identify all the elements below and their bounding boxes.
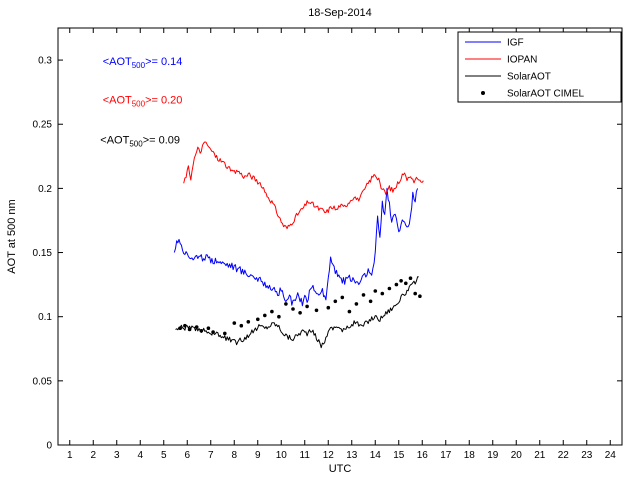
data-point <box>368 299 373 304</box>
series-igf <box>173 187 419 307</box>
legend-item-solaraot-cimel: SolarAOT CIMEL <box>481 89 584 100</box>
x-tick-label: 20 <box>511 450 523 461</box>
data-point <box>291 307 295 311</box>
data-point <box>333 299 338 304</box>
x-tick-label: 14 <box>370 450 382 461</box>
legend-item-label: IOPAN <box>507 55 537 66</box>
y-axis: 0 0.05 0.1 0.15 0.2 0.25 0.3 <box>33 56 622 452</box>
data-point <box>418 294 422 299</box>
x-tick-label: 3 <box>114 450 120 461</box>
data-point <box>399 279 403 283</box>
chart-title: 18-Sep-2014 <box>308 7 372 19</box>
data-point <box>361 293 366 297</box>
data-point <box>298 311 302 315</box>
x-tick-label: 12 <box>323 450 335 461</box>
data-point <box>314 308 319 313</box>
x-tick-label: 7 <box>208 450 214 461</box>
x-tick-label: 18 <box>464 450 476 461</box>
data-point <box>404 281 408 286</box>
data-point <box>206 326 211 331</box>
y-axis-label: AOT at 500 nm <box>6 199 18 273</box>
x-tick-label: 2 <box>90 450 96 461</box>
data-point <box>211 330 215 334</box>
data-point <box>187 327 192 332</box>
y-tick-label: 0.3 <box>38 56 52 67</box>
annotation-iopan-mean: <AOT500>= 0.20 <box>103 95 183 109</box>
data-point <box>239 323 244 328</box>
data-point <box>232 321 237 325</box>
y-tick-label: 0 <box>46 441 52 452</box>
legend-item-label: SolarAOT <box>507 72 551 83</box>
legend-item-label: SolarAOT CIMEL <box>507 89 584 100</box>
x-tick-label: 11 <box>300 450 311 461</box>
data-point <box>340 295 345 300</box>
legend: IGF IOPAN SolarAOT SolarAOT CIMEL <box>457 31 622 103</box>
x-tick-label: 16 <box>417 450 429 461</box>
data-point <box>246 320 251 324</box>
data-point <box>326 305 331 310</box>
x-tick-label: 19 <box>487 450 499 461</box>
x-tick-label: 4 <box>137 450 143 461</box>
data-point <box>347 309 352 314</box>
y-tick-label: 0.2 <box>38 184 52 195</box>
series-solaraot <box>175 276 419 349</box>
legend-item-solaraot: SolarAOT <box>465 72 551 83</box>
data-point <box>380 291 385 296</box>
data-point <box>387 286 392 291</box>
annotation-solaraot-mean: <AOT500>= 0.09 <box>100 135 180 149</box>
data-point <box>354 302 359 306</box>
data-point <box>270 309 274 314</box>
legend-box <box>457 31 622 103</box>
data-point <box>373 289 378 293</box>
x-tick-label: 22 <box>558 450 570 461</box>
data-point <box>408 276 413 281</box>
x-tick-label: 5 <box>161 450 167 461</box>
data-point <box>305 304 309 309</box>
x-tick-label: 17 <box>440 450 452 461</box>
x-tick-label: 15 <box>393 450 405 461</box>
x-tick-label: 24 <box>605 450 617 461</box>
x-axis: 1 2 3 4 5 6 7 8 9 10 11 12 13 14 15 16 17 18 19 20 21 22 23 24 <box>67 28 616 461</box>
series-iopan <box>183 141 424 230</box>
y-tick-label: 0.25 <box>33 120 53 131</box>
y-tick-label: 0.1 <box>38 312 52 323</box>
legend-item-iopan: IOPAN <box>465 55 537 66</box>
data-point <box>263 313 267 318</box>
data-point <box>277 314 281 319</box>
annotation-igf-mean: <AOT500>= 0.14 <box>103 56 183 70</box>
data-point <box>394 282 399 287</box>
legend-item-label: IGF <box>507 38 524 49</box>
x-tick-label: 23 <box>581 450 593 461</box>
x-tick-label: 1 <box>67 450 73 461</box>
data-point <box>194 325 199 329</box>
data-point <box>178 326 182 331</box>
y-tick-label: 0.15 <box>33 248 53 259</box>
series-solaraot-cimel <box>178 276 422 336</box>
x-tick-label: 10 <box>276 450 288 461</box>
x-axis-label: UTC <box>329 463 352 475</box>
data-point <box>223 331 227 336</box>
legend-item-igf: IGF <box>465 38 524 49</box>
x-tick-label: 21 <box>534 450 546 461</box>
legend-dot-marker <box>481 91 485 95</box>
x-tick-label: 6 <box>184 450 190 461</box>
data-point <box>255 317 260 322</box>
y-tick-label: 0.05 <box>33 376 53 387</box>
data-point <box>413 291 418 296</box>
data-point <box>284 302 288 306</box>
x-tick-label: 13 <box>346 450 358 461</box>
x-tick-label: 9 <box>255 450 261 461</box>
data-point <box>183 323 187 328</box>
x-tick-label: 8 <box>231 450 237 461</box>
data-point <box>199 329 204 333</box>
